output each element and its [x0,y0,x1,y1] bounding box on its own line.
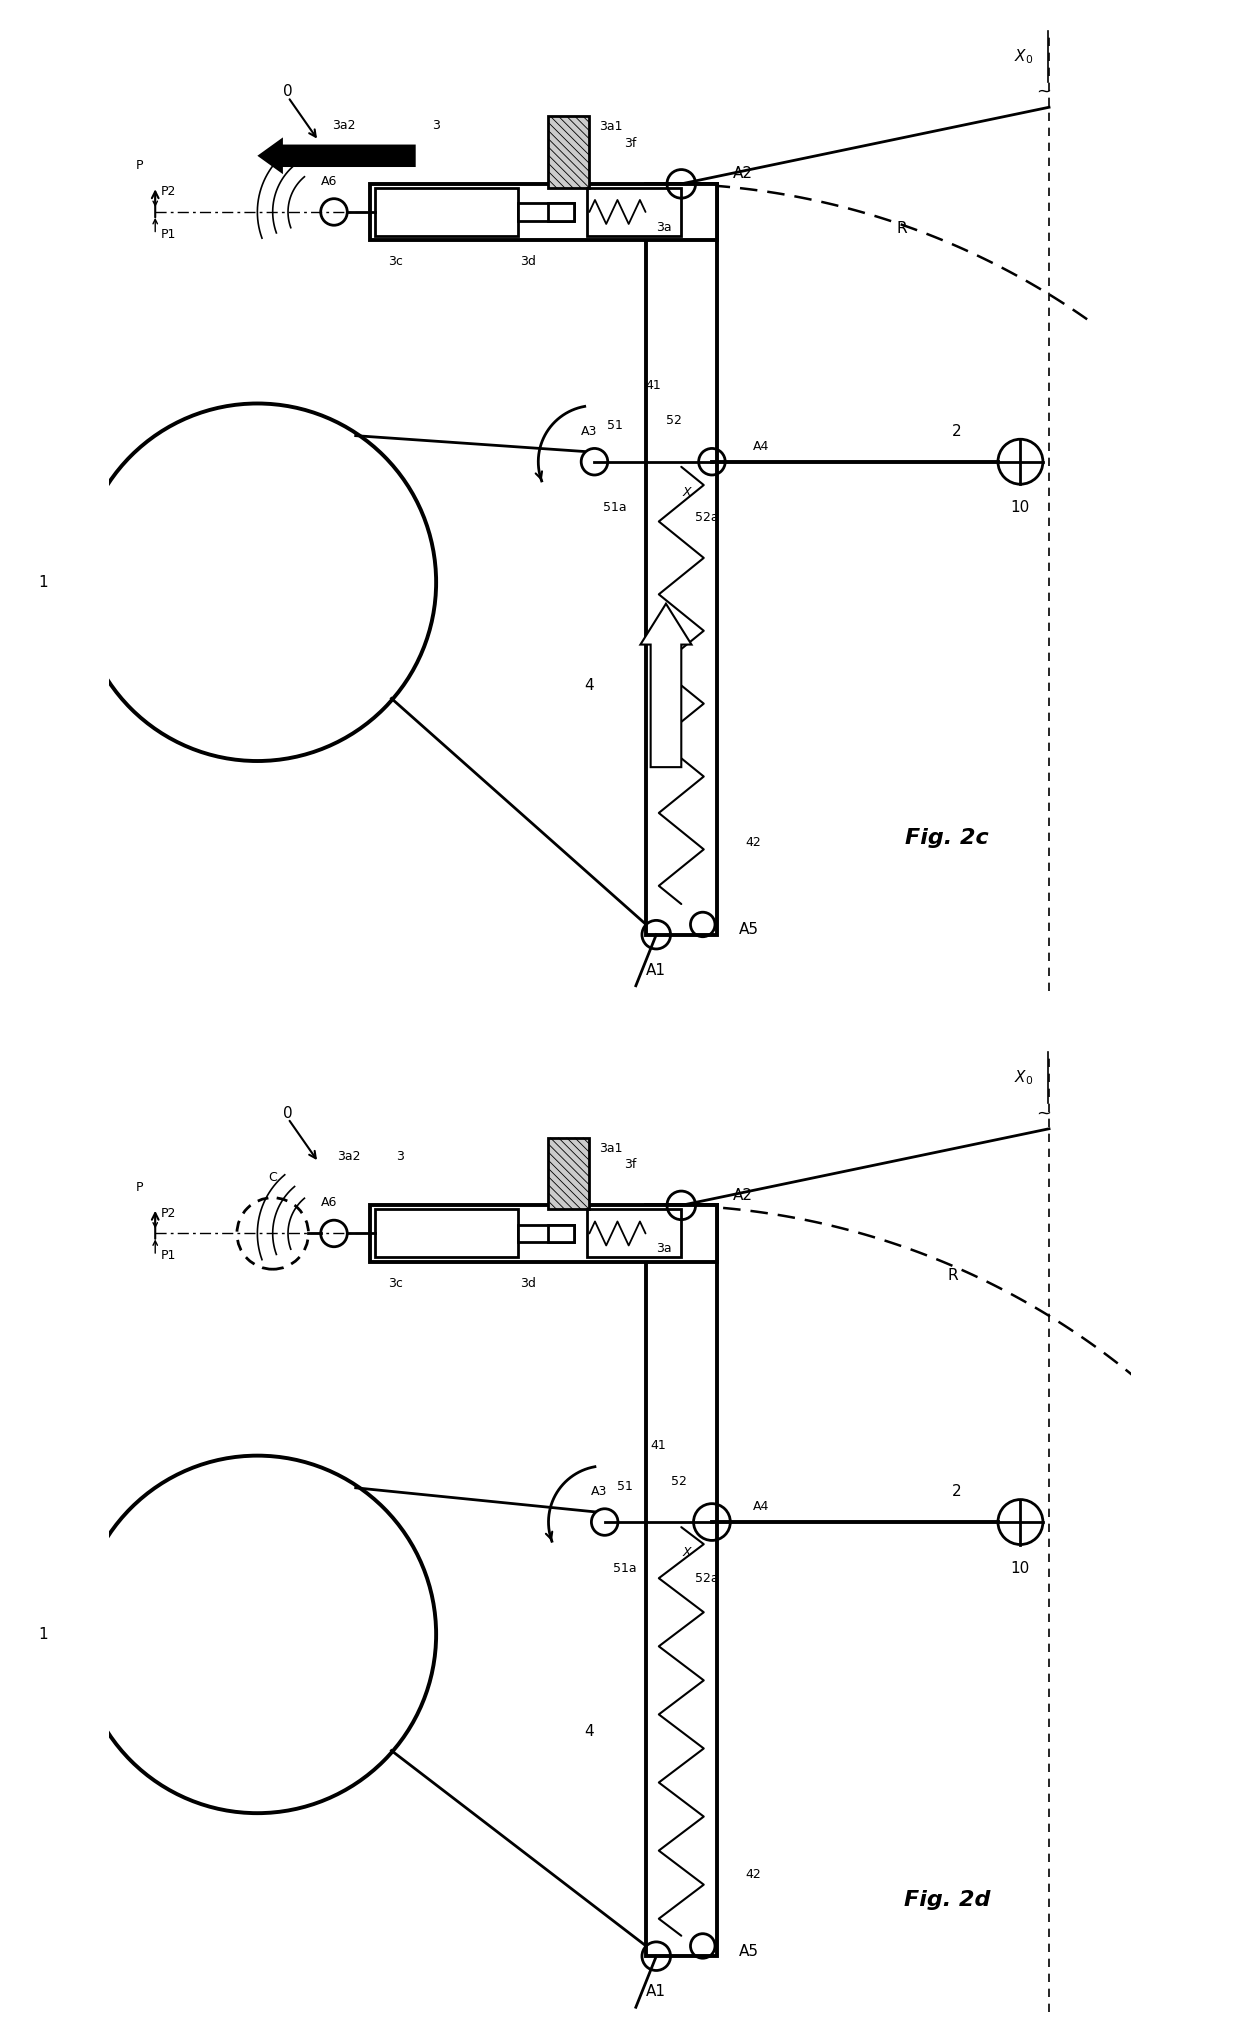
Text: P2: P2 [160,186,176,198]
Text: 3a: 3a [656,1242,671,1254]
Text: A4: A4 [753,1500,769,1514]
Text: 3a: 3a [656,221,671,233]
Bar [548,204,574,221]
Bar [374,1209,518,1256]
Text: A2: A2 [733,165,753,182]
Bar [548,1226,574,1242]
Text: 3f: 3f [624,137,636,149]
Text: 51a: 51a [614,1561,637,1575]
Text: 0: 0 [283,1105,293,1122]
Bar [548,1138,589,1209]
Text: 3e: 3e [553,1193,569,1205]
Text: A3: A3 [591,1485,608,1498]
Bar [518,1226,574,1242]
Bar [588,1209,681,1256]
Text: 3d: 3d [520,1277,536,1289]
Text: 0: 0 [283,84,293,100]
Text: Fig. 2d: Fig. 2d [904,1890,990,1910]
Text: 41: 41 [651,1438,666,1453]
Text: 3d: 3d [520,255,536,268]
Text: 3: 3 [397,1150,404,1162]
Text: 3e: 3e [553,172,569,184]
Text: 3a1: 3a1 [600,1142,622,1154]
Text: ~: ~ [1037,84,1052,100]
Text: 10: 10 [1011,501,1030,515]
Text: 3a2: 3a2 [332,118,356,131]
Text: 52a: 52a [694,511,719,525]
FancyArrow shape [640,605,692,766]
Text: A1: A1 [646,1984,666,2000]
Text: 1: 1 [38,574,48,590]
Text: X: X [682,486,691,498]
Text: 10: 10 [1011,1561,1030,1575]
Text: A4: A4 [753,439,769,454]
Text: P: P [136,1181,144,1193]
Text: 51: 51 [606,419,622,433]
Text: 3f: 3f [624,1158,636,1171]
Text: 3: 3 [433,118,440,131]
Text: ~: ~ [1037,1105,1052,1122]
Bar [370,184,717,241]
Text: A1: A1 [646,962,666,979]
FancyArrow shape [258,137,415,174]
Bar [646,1205,717,1957]
Text: $X_0$: $X_0$ [1014,1068,1034,1087]
Text: R: R [947,1269,959,1283]
Text: 1: 1 [38,1626,48,1643]
Text: P: P [136,159,144,172]
Text: 2: 2 [952,1483,962,1500]
Text: 41: 41 [645,378,661,392]
Text: 52a: 52a [694,1571,719,1585]
Text: P1: P1 [160,1250,176,1263]
Text: 2: 2 [952,423,962,439]
Text: X: X [682,1547,691,1559]
Bar [588,188,681,235]
Bar [646,184,717,934]
Text: 4: 4 [584,678,594,693]
Text: 3a1: 3a1 [600,121,622,133]
Text: R: R [897,221,908,237]
Bar [518,204,574,221]
Text: 3c: 3c [388,1277,403,1289]
Text: C: C [268,1171,277,1183]
Text: 52: 52 [666,415,682,427]
Text: 42: 42 [745,1867,760,1882]
Text: A3: A3 [582,425,598,437]
Text: A5: A5 [739,1943,759,1959]
Bar [374,188,518,235]
Text: A5: A5 [739,921,759,938]
Text: A6: A6 [321,1197,337,1209]
Text: 42: 42 [745,836,760,850]
Text: 51: 51 [618,1479,634,1493]
Text: P2: P2 [160,1207,176,1220]
Text: A2: A2 [733,1187,753,1203]
Bar [370,1205,717,1263]
Bar [548,116,589,188]
Text: P1: P1 [160,229,176,241]
Text: A6: A6 [321,176,337,188]
Text: 3a2: 3a2 [337,1150,361,1162]
Text: $X_0$: $X_0$ [1014,47,1034,65]
Text: 52: 52 [671,1475,687,1487]
Text: Fig. 2c: Fig. 2c [905,827,988,848]
Text: 3c: 3c [388,255,403,268]
Text: 51a: 51a [603,501,626,515]
Text: 4: 4 [584,1724,594,1739]
